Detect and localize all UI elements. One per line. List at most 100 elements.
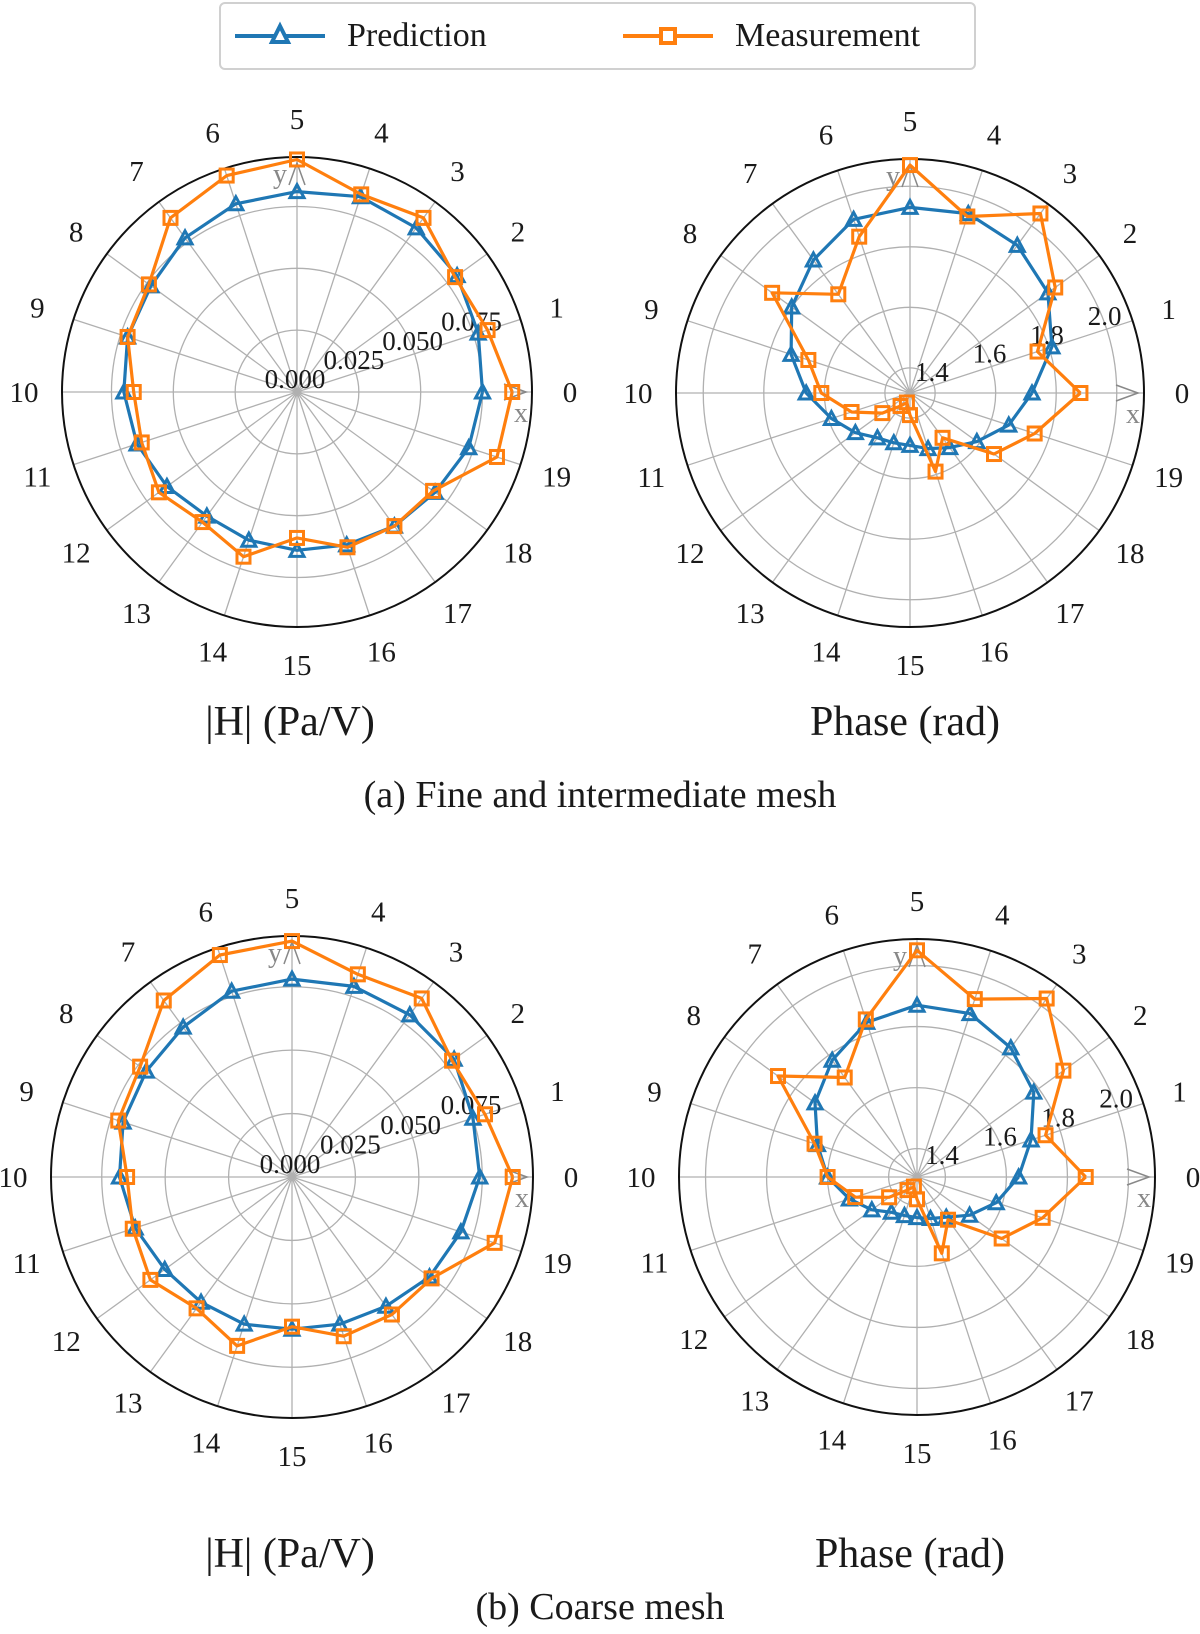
grid-spoke <box>720 254 911 394</box>
square-marker <box>444 1052 461 1069</box>
category-label-10: 10 <box>627 1162 656 1194</box>
square-marker <box>110 1112 127 1129</box>
category-label-6: 6 <box>205 117 220 149</box>
axis-arrows: xy <box>273 159 529 429</box>
category-label-17: 17 <box>1055 598 1084 630</box>
grid-spoke <box>62 1176 293 1253</box>
square-marker <box>142 1271 159 1288</box>
square-marker <box>353 186 370 203</box>
category-label-6: 6 <box>824 900 839 932</box>
category-label-9: 9 <box>647 1077 662 1109</box>
category-label-12: 12 <box>52 1326 81 1358</box>
outer-frame <box>61 156 533 628</box>
square-marker <box>119 1169 136 1185</box>
square-marker <box>488 448 505 465</box>
grid-spoke <box>909 203 1049 394</box>
square-marker-icon <box>623 27 713 45</box>
grid-spoke <box>223 391 298 616</box>
triangle-marker <box>894 1205 914 1224</box>
square-marker <box>813 385 830 401</box>
axis-arrows: xy <box>893 941 1152 1214</box>
category-label-4: 4 <box>987 119 1002 151</box>
category-label-3: 3 <box>450 156 465 188</box>
series-line <box>789 205 1054 451</box>
grid-spoke <box>296 318 521 393</box>
grid-spoke <box>842 950 918 1178</box>
polar-chart-a-magnitude: xy0.0000.0250.0500.075012345678910111213… <box>10 104 578 682</box>
category-label-16: 16 <box>988 1424 1017 1456</box>
triangle-marker <box>862 1199 882 1218</box>
category-label-19: 19 <box>542 461 571 493</box>
triangle-marker <box>884 432 904 451</box>
triangle-marker <box>226 193 246 212</box>
y-axis-label: y <box>273 159 287 190</box>
category-label-15: 15 <box>278 1441 307 1473</box>
triangle-marker <box>803 249 823 268</box>
grid-spoke <box>916 1176 1058 1370</box>
category-label-11: 11 <box>13 1248 41 1280</box>
x-axis-label: x <box>1126 399 1140 430</box>
grid-spoke <box>837 392 911 616</box>
category-label-8: 8 <box>59 998 74 1030</box>
radial-tick-label: 0.050 <box>382 326 443 356</box>
x-axis-label: x <box>514 398 528 429</box>
category-label-0: 0 <box>1175 378 1190 410</box>
triangle-marker <box>960 1205 980 1223</box>
square-marker <box>349 966 366 983</box>
category-label-13: 13 <box>740 1385 769 1417</box>
square-marker <box>423 1270 440 1287</box>
square-marker <box>339 539 356 556</box>
square-marker <box>125 384 142 400</box>
square-marker <box>836 1069 853 1086</box>
square-marker <box>425 482 442 499</box>
category-label-1: 1 <box>549 293 564 325</box>
triangle-marker <box>1007 235 1027 253</box>
category-label-3: 3 <box>1063 158 1078 190</box>
category-label-18: 18 <box>503 1326 532 1358</box>
square-marker <box>927 463 944 480</box>
triangle-marker <box>451 1221 471 1240</box>
square-marker <box>909 1191 925 1208</box>
category-label-15: 15 <box>896 650 925 682</box>
square-marker <box>383 1306 400 1323</box>
grid-spoke <box>916 950 992 1178</box>
category-label-9: 9 <box>30 293 45 325</box>
category-label-1: 1 <box>1161 294 1176 326</box>
grid-spoke <box>291 1176 368 1407</box>
radial-tick-label: 0.050 <box>380 1110 441 1140</box>
square-marker <box>1047 279 1064 296</box>
square-marker <box>830 286 847 303</box>
series-measurement <box>770 942 1094 1262</box>
category-label-2: 2 <box>1133 1000 1148 1032</box>
radial-tick-label: 2.0 <box>1088 301 1122 331</box>
square-marker <box>150 484 167 501</box>
triangle-marker <box>175 227 195 246</box>
square-marker <box>986 446 1003 463</box>
grid-spoke <box>909 320 1133 394</box>
category-label-6: 6 <box>199 897 214 929</box>
square-marker <box>155 992 172 1009</box>
axis-arrows: xy <box>886 161 1141 430</box>
grid-spoke <box>724 1176 918 1318</box>
legend-label-measurement: Measurement <box>735 17 921 54</box>
category-label-1: 1 <box>550 1076 565 1108</box>
grid-spoke <box>771 392 911 583</box>
grid-spoke <box>73 391 298 466</box>
category-label-2: 2 <box>511 217 526 249</box>
category-label-19: 19 <box>1154 462 1183 494</box>
triangle-marker <box>900 197 920 215</box>
triangle-marker <box>1021 1129 1041 1148</box>
square-marker <box>413 990 430 1007</box>
grid-spoke <box>916 1176 1110 1318</box>
square-marker <box>764 284 781 301</box>
square-marker <box>993 1230 1010 1247</box>
triangle-marker <box>406 217 426 236</box>
triangle-marker <box>782 296 802 315</box>
series-prediction <box>781 197 1062 457</box>
category-label-8: 8 <box>686 1000 701 1032</box>
square-marker <box>959 208 976 225</box>
category-label-14: 14 <box>817 1424 847 1456</box>
series-measurement <box>110 933 521 1354</box>
